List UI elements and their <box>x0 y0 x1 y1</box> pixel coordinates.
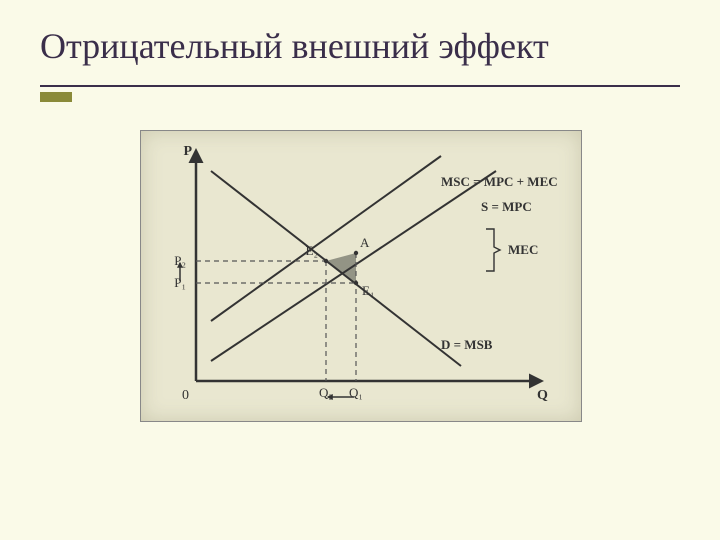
svg-text:E₁: E₁ <box>362 283 374 298</box>
svg-text:Q₁: Q₁ <box>349 385 363 400</box>
svg-text:MEC: MEC <box>508 242 538 257</box>
svg-text:D = MSB: D = MSB <box>441 337 493 352</box>
svg-text:S = MPC: S = MPC <box>481 199 532 214</box>
externality-diagram: P Q 0 P₁ P₂ Q₁ Q₂ A E₁ E₂ MSC = MPC + MEC S = MPC D … <box>141 131 581 421</box>
svg-text:MSC = MPC + MEC: MSC = MPC + MEC <box>441 174 558 189</box>
svg-text:A: A <box>360 235 370 250</box>
svg-text:E₂: E₂ <box>306 243 318 258</box>
svg-text:P₂: P₂ <box>174 253 186 268</box>
slide: Отрицательный внешний эффект P Q 0 P₁ P₂ Q₁ Q₂… <box>0 0 720 540</box>
svg-text:P: P <box>183 144 192 159</box>
title-accent <box>40 92 72 102</box>
svg-text:P₁: P₁ <box>174 275 186 290</box>
chart-container: P Q 0 P₁ P₂ Q₁ Q₂ A E₁ E₂ MSC = MPC + MEC S = MPC D … <box>140 130 582 422</box>
svg-text:Q: Q <box>537 388 548 403</box>
svg-text:0: 0 <box>182 388 189 403</box>
svg-text:Q₂: Q₂ <box>319 385 333 400</box>
title-rule <box>40 85 680 87</box>
slide-title: Отрицательный внешний эффект <box>40 25 680 68</box>
